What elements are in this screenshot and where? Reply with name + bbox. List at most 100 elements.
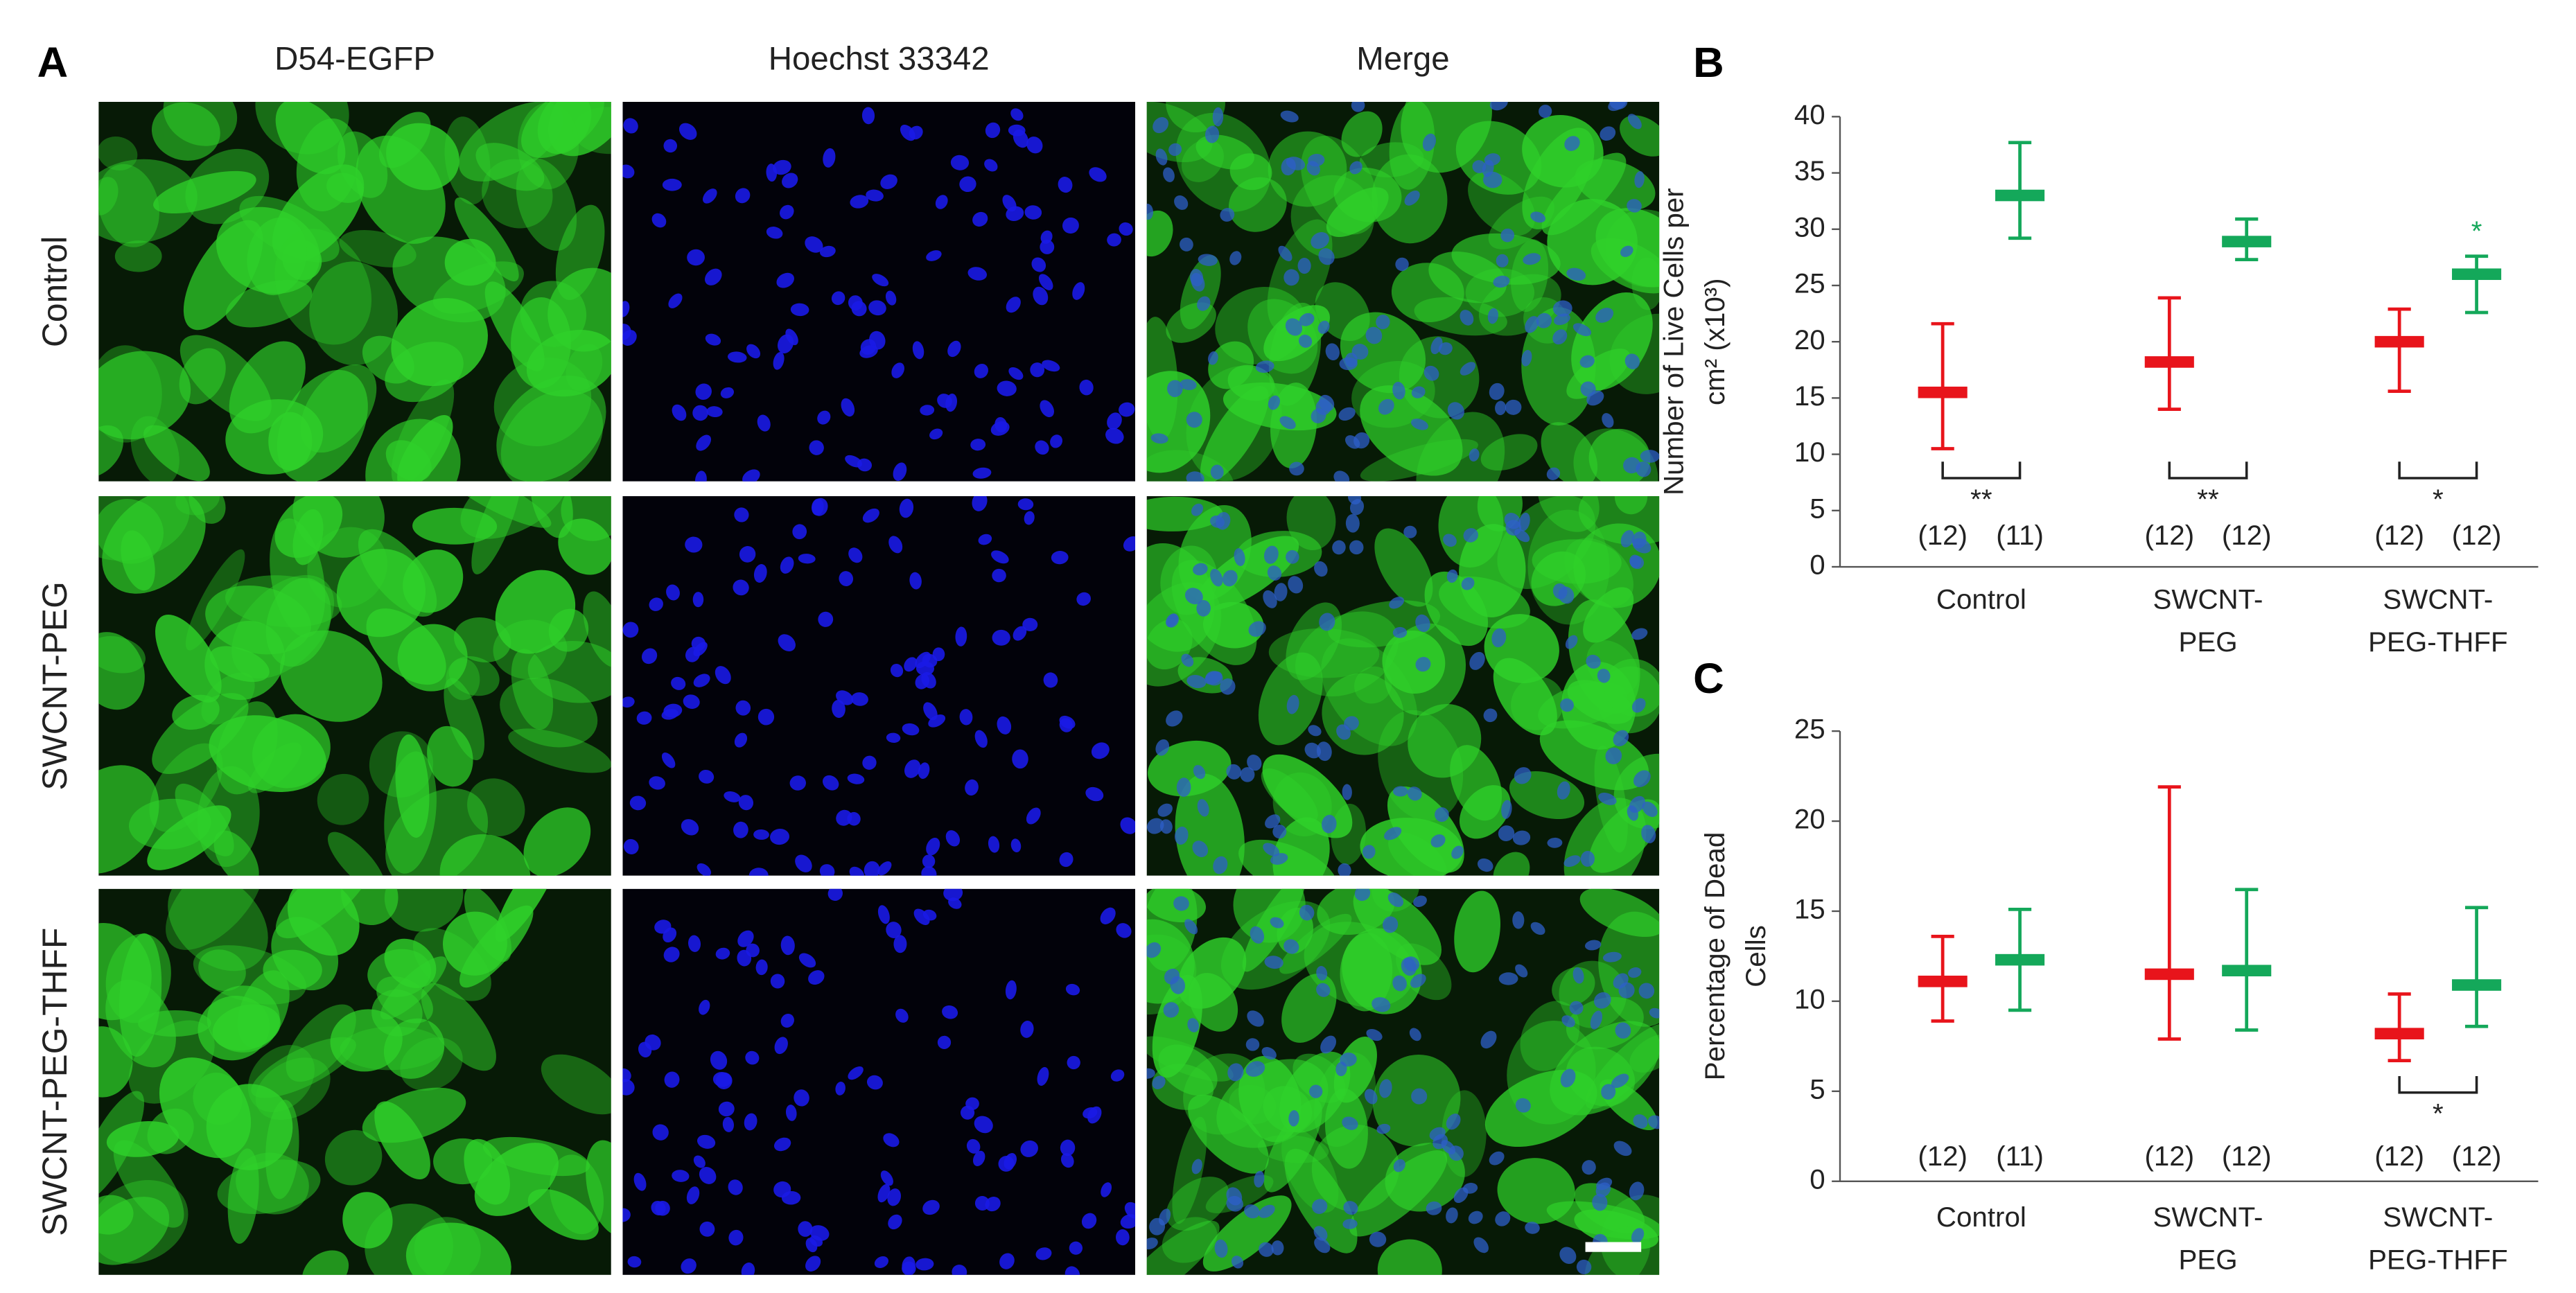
x-tick-label: Control bbox=[1936, 1202, 2026, 1233]
y-tick-label: 15 bbox=[1794, 380, 1825, 412]
nucleus bbox=[1163, 1002, 1180, 1018]
nucleus bbox=[1441, 1140, 1456, 1154]
cell bbox=[98, 159, 198, 244]
nucleus bbox=[877, 861, 892, 876]
nucleus bbox=[1220, 678, 1236, 695]
nucleus bbox=[720, 387, 735, 398]
nucleus bbox=[1325, 343, 1340, 361]
nucleus bbox=[773, 1181, 791, 1198]
cell bbox=[384, 751, 437, 874]
nucleus bbox=[734, 732, 748, 748]
cell bbox=[1286, 496, 1336, 551]
cell bbox=[374, 1101, 430, 1180]
nucleus bbox=[1033, 286, 1049, 306]
nucleus bbox=[808, 970, 825, 985]
nucleus bbox=[847, 773, 865, 784]
cell bbox=[558, 518, 611, 575]
nucleus bbox=[1392, 626, 1408, 638]
nucleus bbox=[1146, 1068, 1155, 1079]
nucleus bbox=[1620, 530, 1634, 547]
nucleus bbox=[965, 779, 979, 796]
nucleus bbox=[1220, 208, 1235, 222]
nucleus bbox=[950, 155, 970, 170]
cell bbox=[1341, 111, 1383, 157]
cell bbox=[1377, 1239, 1442, 1275]
cell bbox=[1146, 371, 1211, 473]
cell bbox=[172, 694, 220, 730]
nucleus bbox=[1076, 592, 1091, 606]
nucleus bbox=[1415, 614, 1430, 632]
nucleus bbox=[734, 507, 749, 522]
nucleus bbox=[1627, 199, 1642, 213]
cell bbox=[356, 135, 446, 244]
nucleus bbox=[1566, 267, 1586, 281]
nucleus bbox=[757, 414, 771, 432]
cell bbox=[247, 217, 307, 296]
nucleus bbox=[1552, 329, 1568, 345]
cell bbox=[1493, 852, 1530, 876]
nucleus bbox=[1505, 520, 1522, 536]
nucleus bbox=[1100, 907, 1116, 924]
cell bbox=[365, 419, 461, 482]
micrograph bbox=[622, 102, 1136, 482]
nucleus bbox=[792, 524, 807, 540]
nucleus bbox=[1119, 402, 1135, 417]
micrograph bbox=[98, 496, 611, 876]
nucleus bbox=[1392, 786, 1408, 797]
cell bbox=[216, 701, 278, 795]
nucleus bbox=[1364, 1089, 1378, 1105]
nucleus bbox=[1212, 107, 1224, 127]
nucleus bbox=[692, 405, 708, 421]
cell bbox=[98, 425, 123, 477]
nucleus bbox=[1288, 576, 1304, 594]
nucleus bbox=[1586, 654, 1601, 669]
nucleus bbox=[1495, 401, 1507, 416]
nucleus bbox=[661, 753, 676, 768]
nucleus bbox=[929, 428, 943, 440]
nucleus bbox=[623, 118, 638, 134]
nucleus bbox=[1259, 1204, 1275, 1218]
nucleus bbox=[1546, 467, 1561, 480]
nucleus bbox=[1210, 515, 1225, 528]
nucleus bbox=[1389, 597, 1405, 609]
nucleus bbox=[942, 1005, 958, 1019]
nucleus bbox=[805, 1256, 821, 1272]
nucleus bbox=[1514, 767, 1532, 784]
nucleus bbox=[1446, 569, 1458, 583]
cell bbox=[255, 102, 349, 155]
nucleus bbox=[985, 122, 1001, 139]
nucleus bbox=[1572, 967, 1584, 984]
nucleus bbox=[672, 404, 687, 421]
nucleus bbox=[1285, 318, 1303, 336]
nucleus bbox=[1017, 498, 1034, 511]
cell bbox=[1146, 1220, 1220, 1275]
nucleus bbox=[1308, 725, 1322, 737]
significance-bracket bbox=[2398, 461, 2478, 480]
micrograph bbox=[1146, 888, 1660, 1275]
nucleus bbox=[1153, 117, 1169, 134]
cell bbox=[300, 364, 377, 453]
cell bbox=[547, 267, 611, 352]
n-label: (11) bbox=[1996, 520, 2044, 551]
nucleus bbox=[817, 410, 831, 425]
nucleus bbox=[1004, 1153, 1017, 1170]
nucleus bbox=[695, 383, 712, 400]
nucleus bbox=[1105, 428, 1124, 444]
nucleus bbox=[1613, 1141, 1632, 1156]
cell bbox=[421, 983, 496, 1071]
nucleus bbox=[681, 819, 699, 836]
nucleus bbox=[955, 626, 967, 646]
nucleus bbox=[1184, 919, 1198, 935]
x-tick-label: PEG bbox=[2178, 626, 2237, 658]
y-tick-label: 15 bbox=[1794, 894, 1825, 925]
nucleus bbox=[1189, 269, 1204, 287]
nucleus bbox=[850, 195, 869, 209]
cell bbox=[327, 832, 385, 876]
nucleus bbox=[1298, 334, 1313, 348]
nucleus bbox=[1059, 718, 1074, 732]
nucleus bbox=[1469, 651, 1485, 670]
nucleus bbox=[1595, 308, 1614, 323]
mean-bar bbox=[2452, 979, 2502, 991]
nucleus bbox=[972, 496, 988, 511]
x-tick-label: Control bbox=[1936, 583, 2026, 615]
